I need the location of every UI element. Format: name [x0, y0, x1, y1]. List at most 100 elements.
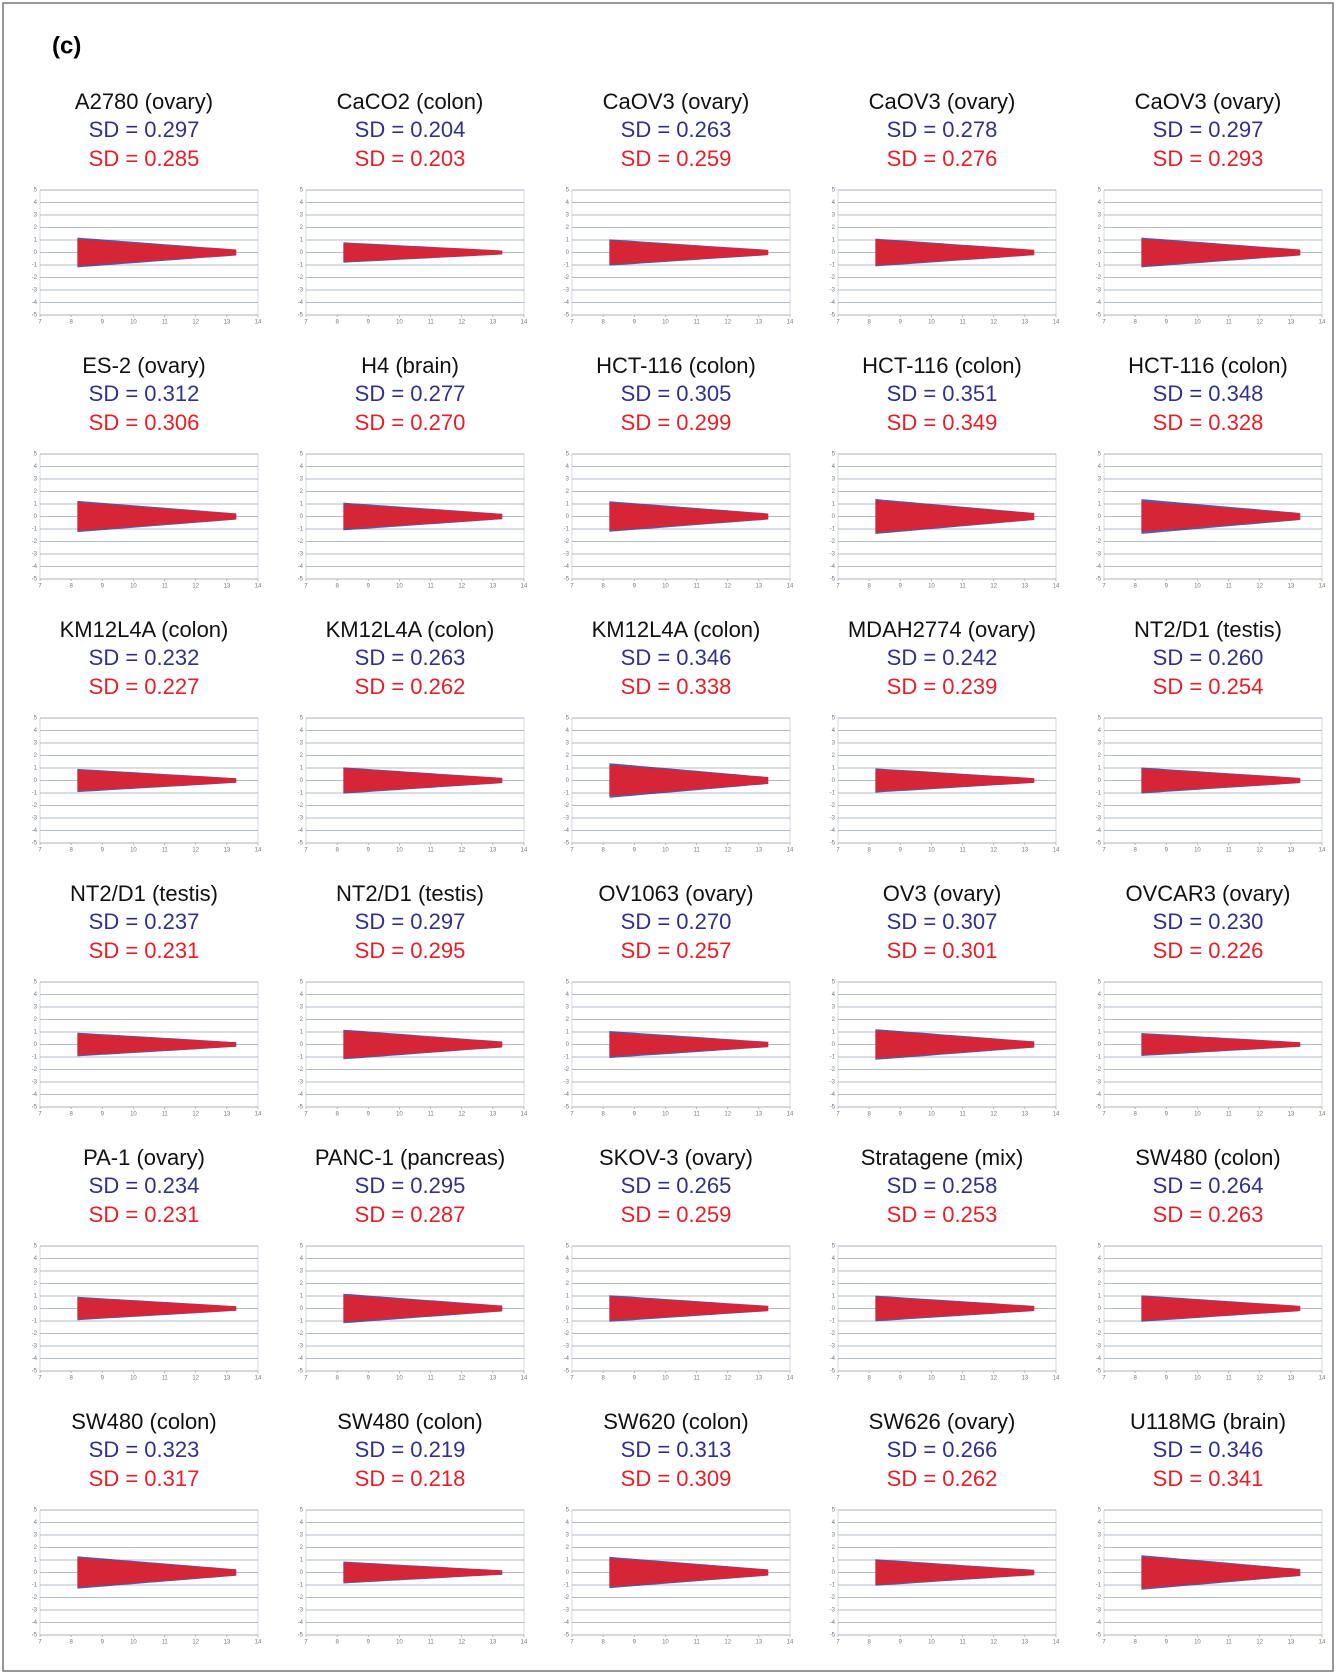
- y-tick-label: -3: [32, 1080, 38, 1086]
- x-tick-label: 7: [38, 1112, 42, 1118]
- x-tick-label: 14: [1053, 320, 1060, 326]
- panel: OV3 (ovary) SD = 0.307 SD = 0.301 -5 -4 -3 -2 -…: [830, 881, 1060, 1118]
- y-tick-label: 2: [1098, 753, 1102, 759]
- y-tick-label: -4: [1096, 828, 1102, 834]
- x-tick-label: 14: [255, 1112, 262, 1118]
- panel-title: HCT-116 (colon): [596, 353, 756, 378]
- y-tick-label: -1: [830, 527, 836, 533]
- x-tick-label: 11: [161, 1376, 168, 1382]
- y-tick-label: 2: [34, 225, 38, 231]
- y-tick-label: -2: [32, 275, 38, 281]
- x-tick-label: 12: [458, 1640, 465, 1646]
- x-tick-label: 8: [335, 320, 339, 326]
- sd-label: SD = 0.297: [89, 117, 200, 142]
- x-tick-label: 7: [38, 320, 42, 326]
- x-tick-label: 11: [161, 848, 168, 854]
- sd-label: SD = 0.242: [887, 645, 998, 670]
- y-tick-label: 3: [34, 213, 38, 219]
- y-tick-label: -5: [1096, 313, 1102, 319]
- y-tick-label: 2: [300, 753, 304, 759]
- x-tick-label: 10: [662, 1640, 669, 1646]
- x-tick-label: 8: [69, 1640, 73, 1646]
- x-tick-label: 8: [335, 1376, 339, 1382]
- x-tick-label: 11: [1225, 848, 1232, 854]
- y-tick-label: 0: [34, 778, 38, 784]
- panel-title: CaOV3 (ovary): [603, 89, 750, 114]
- sd-label: SD = 0.349: [887, 410, 998, 435]
- y-tick-label: -2: [298, 1331, 304, 1337]
- x-tick-label: 7: [836, 1640, 840, 1646]
- x-tick-label: 10: [1194, 848, 1201, 854]
- y-tick-label: 4: [1098, 1520, 1102, 1526]
- y-tick-label: 4: [832, 728, 836, 734]
- y-tick-label: 5: [300, 1508, 304, 1514]
- y-tick-label: 2: [1098, 489, 1102, 495]
- y-tick-label: 5: [566, 716, 570, 722]
- x-tick-label: 9: [899, 584, 903, 590]
- x-tick-label: 14: [787, 1640, 794, 1646]
- y-tick-label: -3: [1096, 288, 1102, 294]
- y-tick-label: -3: [298, 552, 304, 558]
- sd-label: SD = 0.263: [1153, 1202, 1264, 1227]
- y-tick-label: -4: [32, 564, 38, 570]
- y-tick-label: 2: [566, 1545, 570, 1551]
- x-tick-label: 14: [787, 584, 794, 590]
- panel: OVCAR3 (ovary) SD = 0.230 SD = 0.226 -5 -4 -3…: [1096, 881, 1326, 1118]
- sd-label: SD = 0.305: [621, 381, 732, 406]
- x-tick-label: 11: [959, 1376, 966, 1382]
- y-tick-label: -5: [32, 1633, 38, 1639]
- panel: PA-1 (ovary) SD = 0.234 SD = 0.231 -5 -4 -3 -2…: [32, 1145, 262, 1382]
- y-tick-label: -3: [830, 1608, 836, 1614]
- y-tick-label: -1: [32, 1319, 38, 1325]
- x-tick-label: 10: [928, 320, 935, 326]
- y-tick-label: -5: [564, 1633, 570, 1639]
- ma-cloud: [343, 243, 503, 262]
- y-tick-label: 2: [832, 1281, 836, 1287]
- sd-label: SD = 0.259: [621, 146, 732, 171]
- x-tick-label: 10: [1194, 1112, 1201, 1118]
- x-tick-label: 13: [756, 320, 763, 326]
- y-tick-label: -5: [1096, 841, 1102, 847]
- ma-cloud: [1141, 1296, 1301, 1321]
- x-tick-label: 13: [490, 584, 497, 590]
- x-tick-label: 11: [427, 1376, 434, 1382]
- y-tick-label: 0: [1098, 778, 1102, 784]
- y-tick-label: 1: [300, 766, 304, 772]
- panel: SW620 (colon) SD = 0.313 SD = 0.309 -5 -4 -3 -…: [564, 1409, 794, 1646]
- y-tick-label: -5: [564, 577, 570, 583]
- x-tick-label: 14: [1053, 848, 1060, 854]
- y-tick-label: 1: [1098, 1558, 1102, 1564]
- y-tick-label: 1: [300, 1030, 304, 1036]
- y-tick-label: -3: [830, 1080, 836, 1086]
- x-tick-label: 9: [1165, 584, 1169, 590]
- y-tick-label: -2: [1096, 803, 1102, 809]
- panel-title: CaOV3 (ovary): [869, 89, 1016, 114]
- y-tick-label: 0: [566, 514, 570, 520]
- y-tick-label: 5: [566, 452, 570, 458]
- y-tick-label: 5: [34, 1244, 38, 1250]
- x-tick-label: 11: [161, 320, 168, 326]
- x-tick-label: 12: [192, 1112, 199, 1118]
- y-tick-label: 1: [1098, 238, 1102, 244]
- x-tick-label: 9: [101, 584, 105, 590]
- panel: PANC-1 (pancreas) SD = 0.295 SD = 0.287 -5 -…: [298, 1145, 528, 1382]
- x-tick-label: 13: [1022, 1112, 1029, 1118]
- y-tick-label: 3: [566, 1533, 570, 1539]
- x-tick-label: 12: [1256, 1112, 1263, 1118]
- x-tick-label: 12: [1256, 584, 1263, 590]
- y-tick-label: -5: [564, 1369, 570, 1375]
- y-tick-label: 4: [34, 728, 38, 734]
- x-tick-label: 7: [38, 1376, 42, 1382]
- x-tick-label: 13: [490, 848, 497, 854]
- sd-label: SD = 0.231: [89, 1202, 200, 1227]
- x-tick-label: 11: [161, 584, 168, 590]
- sd-label: SD = 0.237: [89, 909, 200, 934]
- y-tick-label: 1: [566, 1294, 570, 1300]
- x-tick-label: 9: [633, 584, 637, 590]
- panel: KM12L4A (colon) SD = 0.346 SD = 0.338 -5 -4 -…: [564, 617, 794, 854]
- y-tick-label: 1: [832, 766, 836, 772]
- y-tick-label: 3: [566, 741, 570, 747]
- panel: SW480 (colon) SD = 0.323 SD = 0.317 -5 -4 -3 -…: [32, 1409, 262, 1646]
- y-tick-label: 0: [832, 778, 836, 784]
- x-tick-label: 9: [633, 848, 637, 854]
